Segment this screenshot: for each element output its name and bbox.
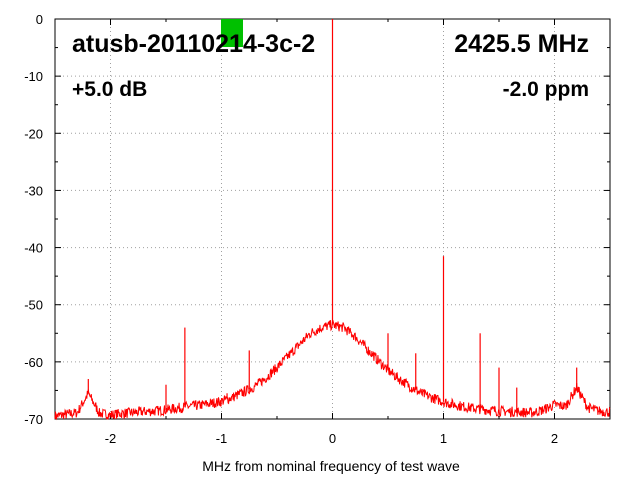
y-tick-label: 0 xyxy=(36,12,43,27)
y-tick-label: -10 xyxy=(24,69,43,84)
x-axis-label: MHz from nominal frequency of test wave xyxy=(202,458,460,474)
y-tick-label: -30 xyxy=(24,183,43,198)
green-marker xyxy=(221,19,243,47)
x-tick-label: -2 xyxy=(105,431,117,446)
x-tick-label: -1 xyxy=(216,431,228,446)
y-tick-label: -40 xyxy=(24,241,43,256)
x-tick-label: 1 xyxy=(440,431,447,446)
drift-label: -2.0 ppm xyxy=(503,78,589,101)
y-ticks: 0 -10 -20 -30 -40 -50 -60 -70 xyxy=(24,12,610,427)
gain-label: +5.0 dB xyxy=(72,78,147,101)
spectrum-line-group xyxy=(54,19,611,421)
device-label: atusb-20110214-3c-2 xyxy=(72,30,315,58)
y-tick-label: -50 xyxy=(24,298,43,313)
spectrum-line xyxy=(54,319,611,421)
x-tick-label: 0 xyxy=(329,431,336,446)
grid xyxy=(55,19,610,419)
frequency-label: 2425.5 MHz xyxy=(454,30,589,58)
y-tick-label: -70 xyxy=(24,412,43,427)
x-tick-label: 2 xyxy=(551,431,558,446)
y-tick-label: -60 xyxy=(24,355,43,370)
y-tick-label: -20 xyxy=(24,126,43,141)
